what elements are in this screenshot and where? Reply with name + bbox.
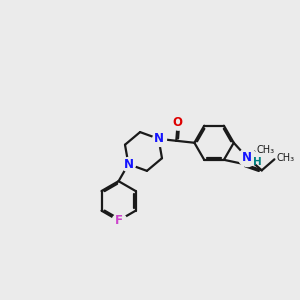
Text: O: O	[173, 116, 183, 129]
Text: CH₃: CH₃	[257, 145, 275, 155]
Text: N: N	[154, 132, 164, 145]
Text: N: N	[242, 151, 252, 164]
Text: H: H	[253, 157, 262, 167]
Text: N: N	[123, 158, 134, 171]
Text: F: F	[115, 214, 123, 227]
Text: CH₃: CH₃	[277, 153, 295, 163]
